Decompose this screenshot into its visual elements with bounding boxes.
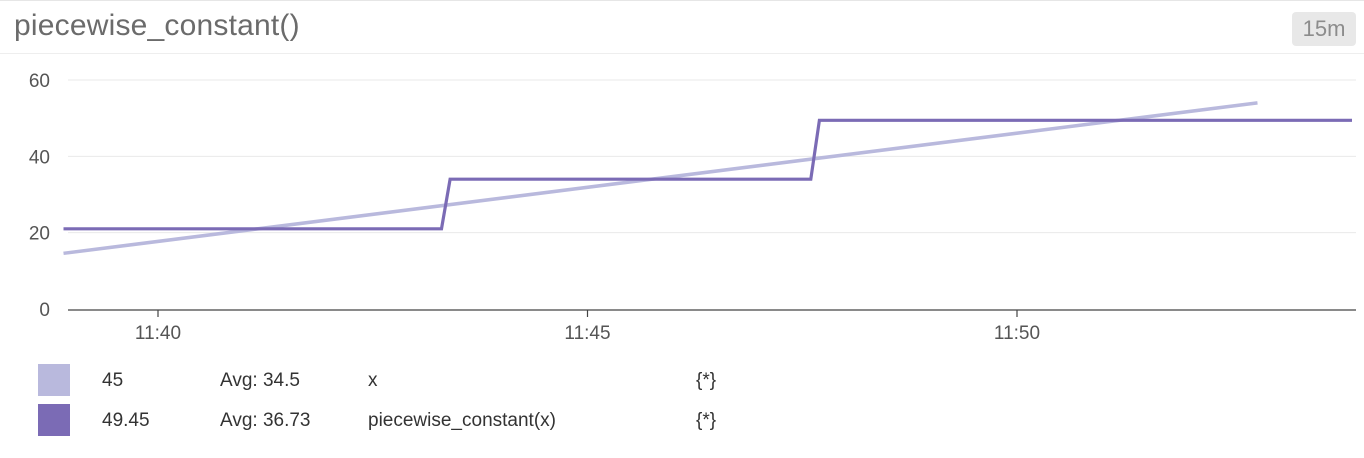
legend-swatch [38,364,70,396]
legend-average: Avg: 36.73 [220,410,311,431]
legend-value: 45 [102,370,124,391]
legend-series-name: piecewise_constant(x) [368,410,556,431]
legend-scope: {*} [696,410,717,431]
legend-value: 49.45 [102,410,150,431]
y-tick-label: 0 [39,300,50,321]
legend-scope: {*} [696,370,717,391]
title-divider [0,53,1364,54]
x-tick-label: 11:45 [564,323,610,340]
x-tick-label: 11:40 [135,323,181,340]
y-tick-label: 60 [29,71,50,92]
legend-row[interactable]: 49.45 Avg: 36.73 piecewise_constant(x) {*} [38,404,1038,438]
time-range-badge[interactable]: 15m [1292,12,1356,46]
widget-title: piecewise_constant() [14,9,300,42]
series-line-piecewise-constant [63,118,1352,231]
y-tick-label: 20 [29,224,50,245]
legend-swatch [38,404,70,436]
legend-row[interactable]: 45 Avg: 34.5 x {*} [38,364,1038,398]
x-tick-label: 11:50 [994,323,1040,340]
legend-average: Avg: 34.5 [220,370,300,391]
legend-series-name: x [368,370,378,391]
y-tick-label: 40 [29,147,50,168]
timeseries-chart[interactable]: 0 20 40 60 11:40 11:45 11:50 [0,0,1364,340]
widget-top-border [0,0,1364,1]
